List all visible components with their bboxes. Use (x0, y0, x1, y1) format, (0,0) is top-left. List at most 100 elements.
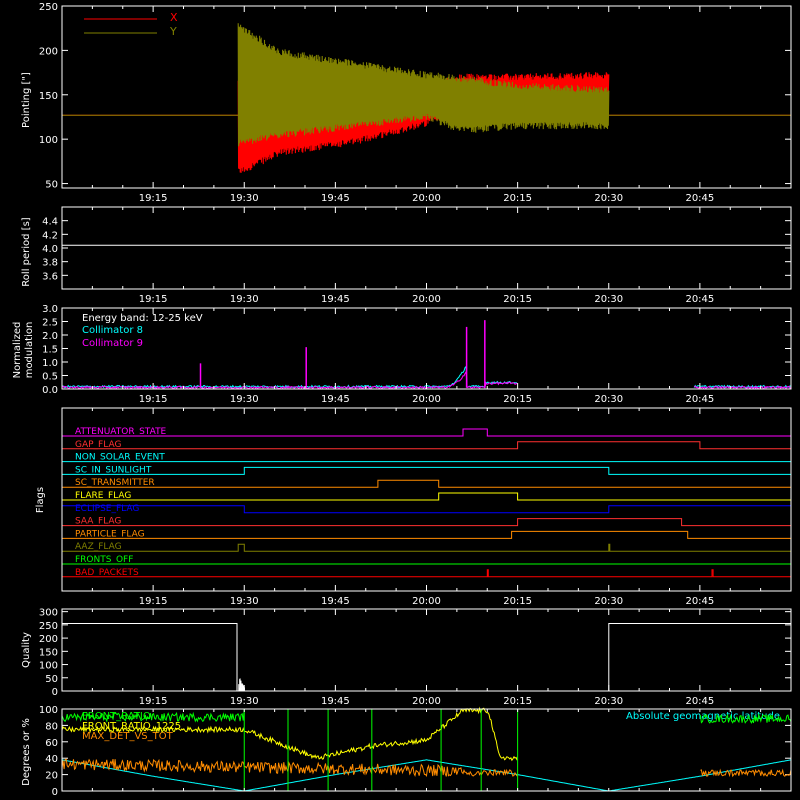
quality-ytick-label: 50 (45, 674, 58, 685)
quality-ytick-label: 150 (39, 647, 58, 658)
bottom-ytick-label: 60 (45, 738, 58, 749)
pointing-xtick-label: 19:15 (139, 193, 168, 204)
flags-xtick-label: 19:30 (230, 596, 259, 607)
flags-xtick-label: 19:15 (139, 596, 168, 607)
quality-xtick-label: 20:45 (685, 696, 714, 707)
quality-ytick-label: 0 (52, 687, 58, 698)
flag-line (62, 492, 791, 501)
bottom-ytick-label: 0 (52, 787, 58, 798)
pointing-legend-x: X (170, 11, 178, 24)
modulation-xtick-label: 20:00 (412, 394, 441, 405)
modulation-annotation: Energy band: 12-25 keV (82, 313, 203, 324)
roll-xtick-label: 20:30 (594, 294, 623, 305)
flag-label: FLARE_FLAG (75, 491, 131, 501)
pointing-xtick-label: 20:45 (685, 193, 714, 204)
flags-xtick-label: 20:15 (503, 596, 532, 607)
flag-label: ATTENUATOR_STATE (75, 427, 167, 437)
roll-ytick-label: 4.2 (42, 230, 58, 241)
flags-xtick-label: 19:45 (321, 596, 350, 607)
flags-ylabel: Flags (35, 487, 46, 513)
bottom-legend-front-ratio: FRONT_RATIO (82, 711, 151, 722)
flags-xtick-label: 20:00 (412, 596, 441, 607)
flag-label: SC_TRANSMITTER (75, 478, 155, 488)
modulation-ylabel-line1: Normalized (12, 322, 23, 379)
pointing-series-Y (237, 23, 610, 147)
pointing-xtick-label: 19:30 (230, 193, 259, 204)
flag-line (62, 466, 791, 475)
modulation-ytick-label: 2.0 (42, 331, 58, 342)
roll-ytick-label: 3.6 (42, 271, 58, 282)
bottom-legend-max-det: MAX_DET_VS_TOT (82, 731, 174, 742)
flag-line (62, 428, 791, 437)
bottom-ytick-label: 40 (45, 754, 58, 765)
pointing-ytick-label: 150 (39, 91, 58, 102)
modulation-xtick-label: 19:30 (230, 394, 259, 405)
modulation-ytick-label: 3.0 (42, 304, 58, 315)
roll-ylabel: Roll period [s] (21, 217, 32, 286)
roll-xtick-label: 19:15 (139, 294, 168, 305)
roll-xtick-label: 20:15 (503, 294, 532, 305)
flag-label: FRONTS_OFF (75, 555, 133, 565)
flag-line (62, 479, 791, 488)
pointing-ytick-label: 50 (45, 180, 58, 191)
quality-xtick-label: 19:45 (321, 696, 350, 707)
flag-label: PARTICLE_FLAG (75, 529, 145, 539)
modulation-legend-c8: Collimator 8 (82, 325, 143, 336)
modulation-ylabel-line2: modulation (24, 322, 35, 379)
pointing-xtick-label: 19:45 (321, 193, 350, 204)
pointing-legend-y: Y (169, 25, 177, 38)
roll-xtick-label: 20:45 (685, 294, 714, 305)
quality-ytick-label: 300 (39, 608, 58, 619)
modulation-xtick-label: 20:30 (594, 394, 623, 405)
bottom-ytick-label: 100 (39, 705, 58, 716)
flag-label: GAP_FLAG (75, 440, 121, 450)
roll-ytick-label: 4.0 (42, 244, 58, 255)
flag-line (62, 518, 791, 527)
modulation-xtick-label: 20:15 (503, 394, 532, 405)
flags-xtick-label: 20:45 (685, 596, 714, 607)
flag-line (62, 441, 791, 450)
modulation-ytick-label: 1.5 (42, 345, 58, 356)
quality-xtick-label: 20:00 (412, 696, 441, 707)
pointing-ytick-label: 100 (39, 135, 58, 146)
modulation-ytick-label: 0.0 (42, 385, 58, 396)
bottom-ytick-label: 20 (45, 771, 58, 782)
pointing-ytick-label: 200 (39, 46, 58, 57)
flag-line (62, 543, 791, 552)
quality-ytick-label: 100 (39, 661, 58, 672)
quality-xtick-label: 20:30 (594, 696, 623, 707)
roll-ytick-label: 4.4 (42, 217, 58, 228)
modulation-ytick-label: 2.5 (42, 318, 58, 329)
modulation-xtick-label: 19:15 (139, 394, 168, 405)
flag-label: SAA_FLAG (75, 517, 121, 527)
flag-line (62, 530, 791, 539)
modulation-ytick-label: 0.5 (42, 372, 58, 383)
modulation-xtick-label: 20:45 (685, 394, 714, 405)
quality-ytick-label: 250 (39, 621, 58, 632)
roll-xtick-label: 19:45 (321, 294, 350, 305)
roll-xtick-label: 20:00 (412, 294, 441, 305)
flag-label: BAD_PACKETS (75, 568, 139, 578)
quality-xtick-label: 19:30 (230, 696, 259, 707)
modulation-ytick-label: 1.0 (42, 358, 58, 369)
modulation-xtick-label: 19:45 (321, 394, 350, 405)
bottom-legend-front-ratio-1225: FRONT_RATIO_1225 (82, 721, 181, 732)
flag-label: NON_SOLAR_EVENT (75, 453, 165, 463)
pointing-ytick-label: 250 (39, 2, 58, 13)
modulation-series-c9 (61, 370, 792, 390)
flag-label: SC_IN_SUNLIGHT (75, 465, 152, 475)
bottom-legend-geomag: Absolute geomagnetic latitude (626, 711, 780, 722)
pointing-xtick-label: 20:00 (412, 193, 441, 204)
pointing-xtick-label: 20:30 (594, 193, 623, 204)
modulation-legend-c9: Collimator 9 (82, 338, 143, 349)
roll-ytick-label: 3.8 (42, 258, 58, 269)
quality-ytick-label: 200 (39, 634, 58, 645)
flag-label: AAZ_FLAG (75, 542, 122, 552)
bottom-ylabel: Degrees or % (21, 718, 32, 786)
roll-xtick-label: 19:30 (230, 294, 259, 305)
pointing-xtick-label: 20:15 (503, 193, 532, 204)
flag-line (61, 505, 792, 514)
bottom-series-geomag (61, 759, 792, 792)
